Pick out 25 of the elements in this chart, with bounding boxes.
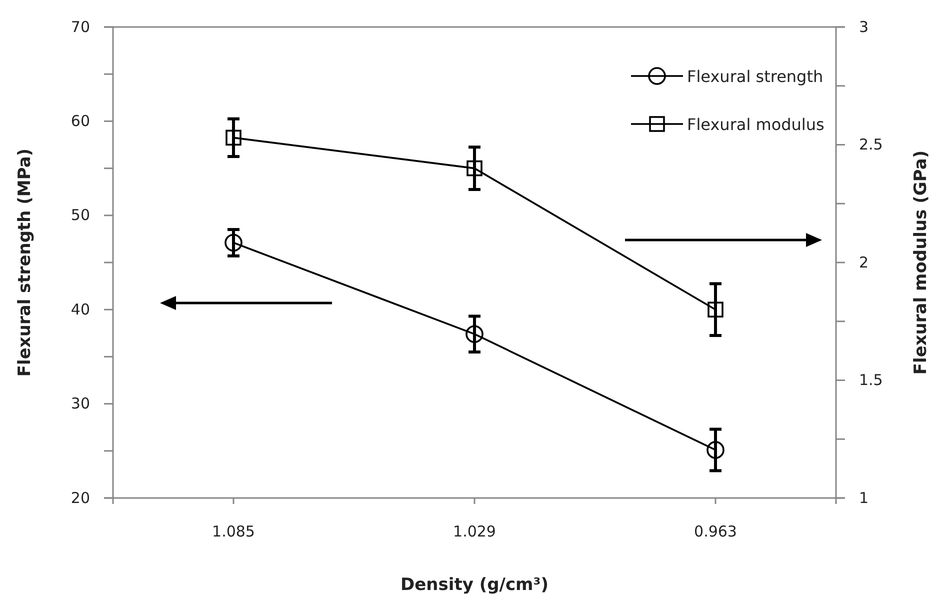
y-tick-label: 60 <box>70 112 90 130</box>
y-tick-label: 20 <box>70 488 90 507</box>
y-tick-label: 30 <box>70 394 90 413</box>
x-tick-label: 0.963 <box>694 522 737 541</box>
legend-label: Flexural modulus <box>687 115 824 134</box>
y-axis-title: Flexural strength (MPa) <box>15 148 35 377</box>
x-tick-label: 1.029 <box>453 522 496 541</box>
x-axis-title: Density (g/cm³) <box>400 575 548 595</box>
x-tick-label: 1.085 <box>212 522 255 541</box>
y2-tick-label: 1.5 <box>859 371 883 390</box>
y2-tick-label: 3 <box>859 18 869 36</box>
legend-label: Flexural strength <box>687 67 824 86</box>
point <box>224 234 242 252</box>
point <box>226 130 242 146</box>
point <box>466 160 482 176</box>
y-tick-label: 50 <box>70 206 90 224</box>
y2-axis-title: Flexural modulus (GPa) <box>911 150 931 375</box>
y-tick-label: 70 <box>70 18 90 36</box>
point <box>466 325 484 343</box>
y2-tick-label: 2.5 <box>859 136 883 154</box>
point <box>708 302 724 318</box>
y2-tick-label: 1 <box>859 488 869 507</box>
y-tick-label: 40 <box>70 300 90 318</box>
point <box>706 441 724 459</box>
y2-tick-label: 2 <box>859 253 869 272</box>
